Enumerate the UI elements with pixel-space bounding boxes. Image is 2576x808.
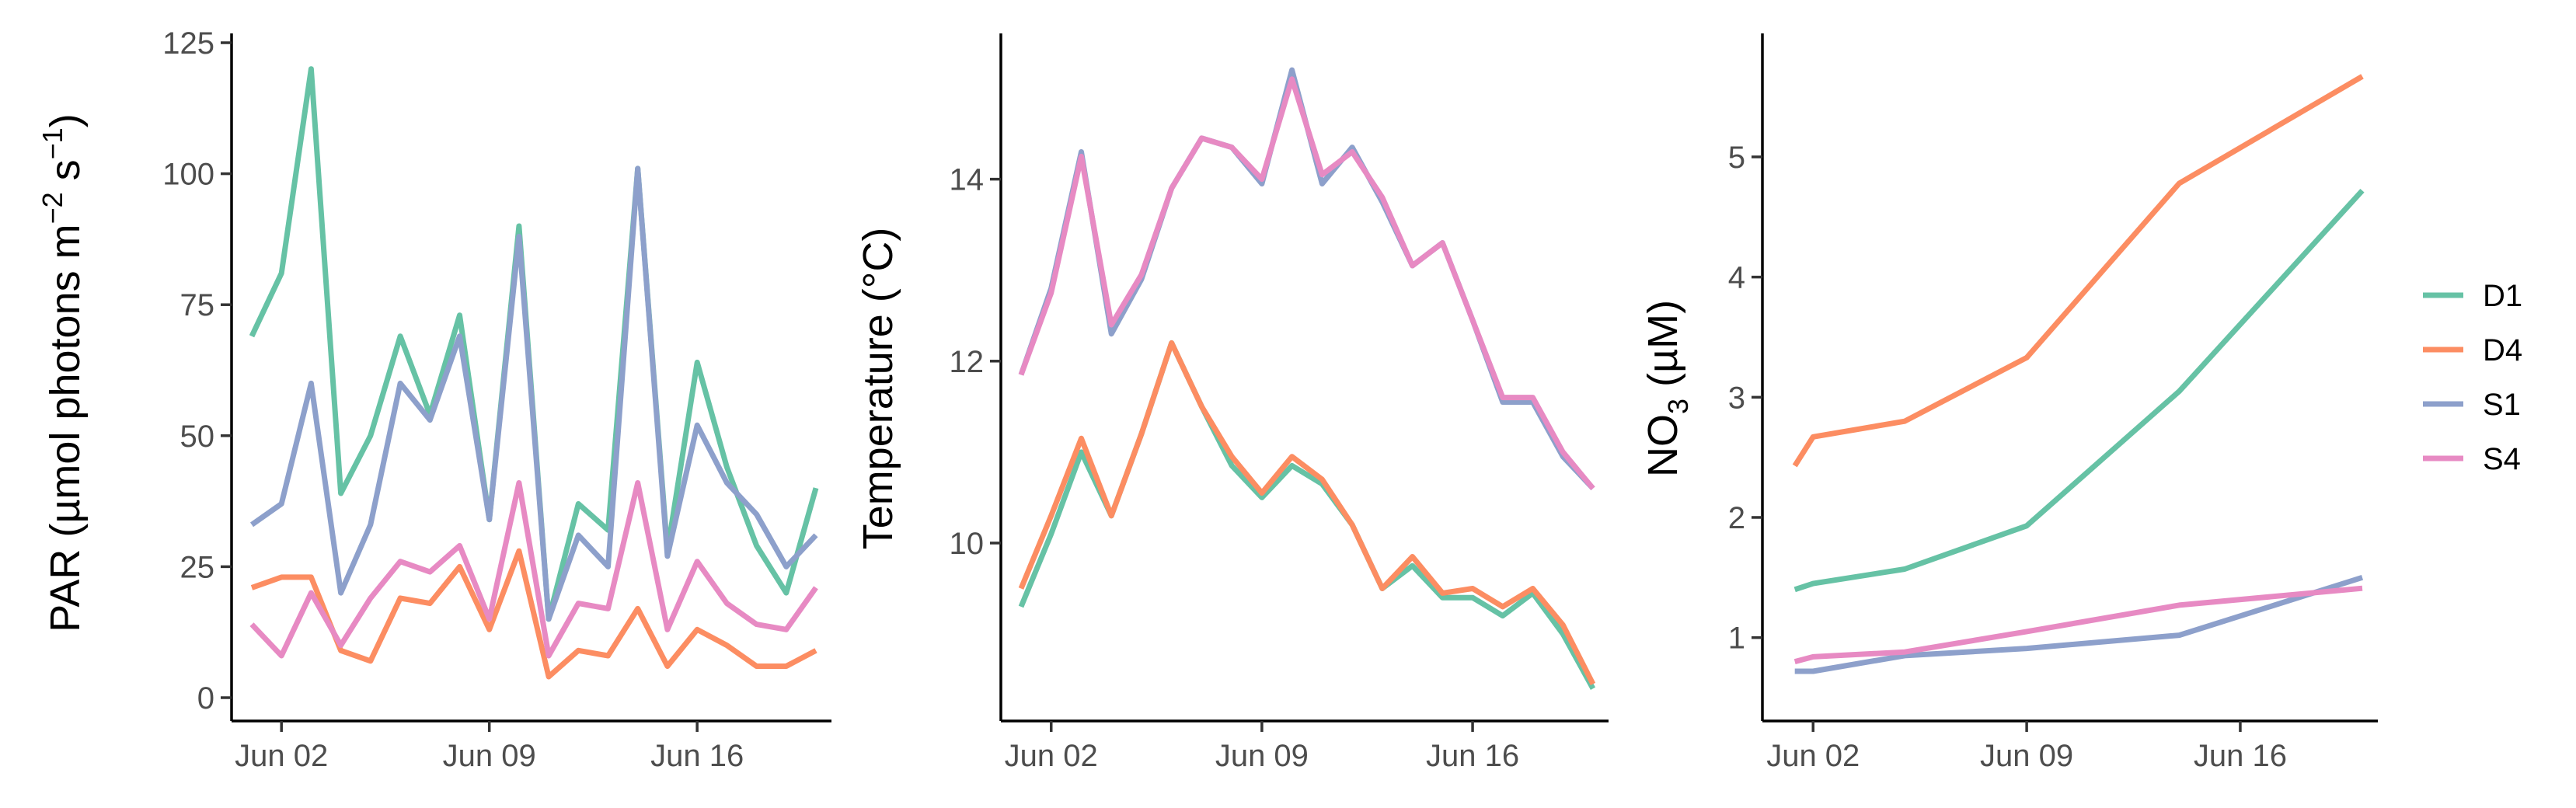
panel-par: PAR (µmol photons m−2 s−1) 0 25 50 75 100 125… <box>37 26 831 773</box>
nitrate-y-tick-label: 1 <box>1728 622 1745 656</box>
nitrate-series-line-s1 <box>1794 574 2364 674</box>
temperature-x-tick-label: Jun 02 <box>1005 739 1098 773</box>
legend-label-d1: D1 <box>2483 279 2522 313</box>
par-x-tick-label: Jun 09 <box>443 739 536 773</box>
temperature-y-tick-label: 12 <box>950 345 985 379</box>
par-series-group <box>249 66 819 680</box>
nitrate-y-tick-label: 2 <box>1728 501 1745 535</box>
legend-label-s4: S4 <box>2483 442 2521 476</box>
temperature-axes: 10 12 14 Jun 02 Jun 09 Jun 16 <box>950 33 1609 773</box>
y-axis-title-nitrate: NO3 (µM) <box>1640 300 1694 477</box>
nitrate-y-tick-label: 4 <box>1728 261 1745 295</box>
par-x-tick-label: Jun 16 <box>650 739 744 773</box>
nitrate-x-tick-label: Jun 02 <box>1766 739 1860 773</box>
par-series-line-s4 <box>249 480 818 659</box>
par-series-line-d4 <box>250 548 817 680</box>
temperature-y-tick-label: 14 <box>950 163 985 197</box>
nitrate-y-tick-label: 5 <box>1728 141 1745 175</box>
temperature-x-tick-label: Jun 09 <box>1215 739 1309 773</box>
y-axis-title-temperature: Temperature (°C) <box>855 228 901 550</box>
par-axes: 0 25 50 75 100 125 Jun 02 Jun 09 Jun 16 <box>162 26 831 773</box>
y-axis-title-par: PAR (µmol photons m−2 s−1) <box>37 113 89 632</box>
legend-label-s1: S1 <box>2483 388 2521 422</box>
nitrate-axes: 1 2 3 4 5 Jun 02 Jun 09 Jun 16 <box>1728 33 2378 773</box>
par-y-tick-label: 75 <box>180 288 215 322</box>
legend: D1 D4 S1 S4 <box>2423 279 2522 476</box>
temperature-y-tick-label: 10 <box>950 527 985 561</box>
par-series-line-d1 <box>249 66 819 622</box>
par-y-tick-label: 0 <box>197 681 214 716</box>
par-y-tick-label: 50 <box>180 420 215 454</box>
par-y-tick-label: 25 <box>180 550 215 584</box>
par-y-tick-label: 125 <box>162 26 214 61</box>
nitrate-y-tick-label: 3 <box>1728 381 1745 415</box>
par-series-line-s1 <box>249 165 818 622</box>
nitrate-x-tick-label: Jun 09 <box>1980 739 2073 773</box>
nitrate-series-line-d4 <box>1792 74 2364 468</box>
panel-temperature: Temperature (°C) 10 12 14 Jun 02 Jun 09 Jun 1… <box>855 33 1609 773</box>
panel-nitrate: NO3 (µM) 1 2 3 4 5 Jun 02 Jun 09 Jun 16 <box>1640 33 2378 773</box>
par-x-tick-label: Jun 02 <box>235 739 328 773</box>
temperature-series-line-s4 <box>1018 76 1595 490</box>
nitrate-x-tick-label: Jun 16 <box>2194 739 2287 773</box>
nitrate-series-line-s4 <box>1793 585 2363 664</box>
par-y-tick-label: 100 <box>162 158 214 192</box>
temperature-x-tick-label: Jun 16 <box>1426 739 1519 773</box>
temperature-series-group <box>1018 67 1596 690</box>
nitrate-series-group <box>1792 74 2365 674</box>
temperature-series-line-d4 <box>1018 340 1596 685</box>
nitrate-series-line-d1 <box>1793 188 2365 593</box>
legend-label-d4: D4 <box>2483 333 2522 367</box>
